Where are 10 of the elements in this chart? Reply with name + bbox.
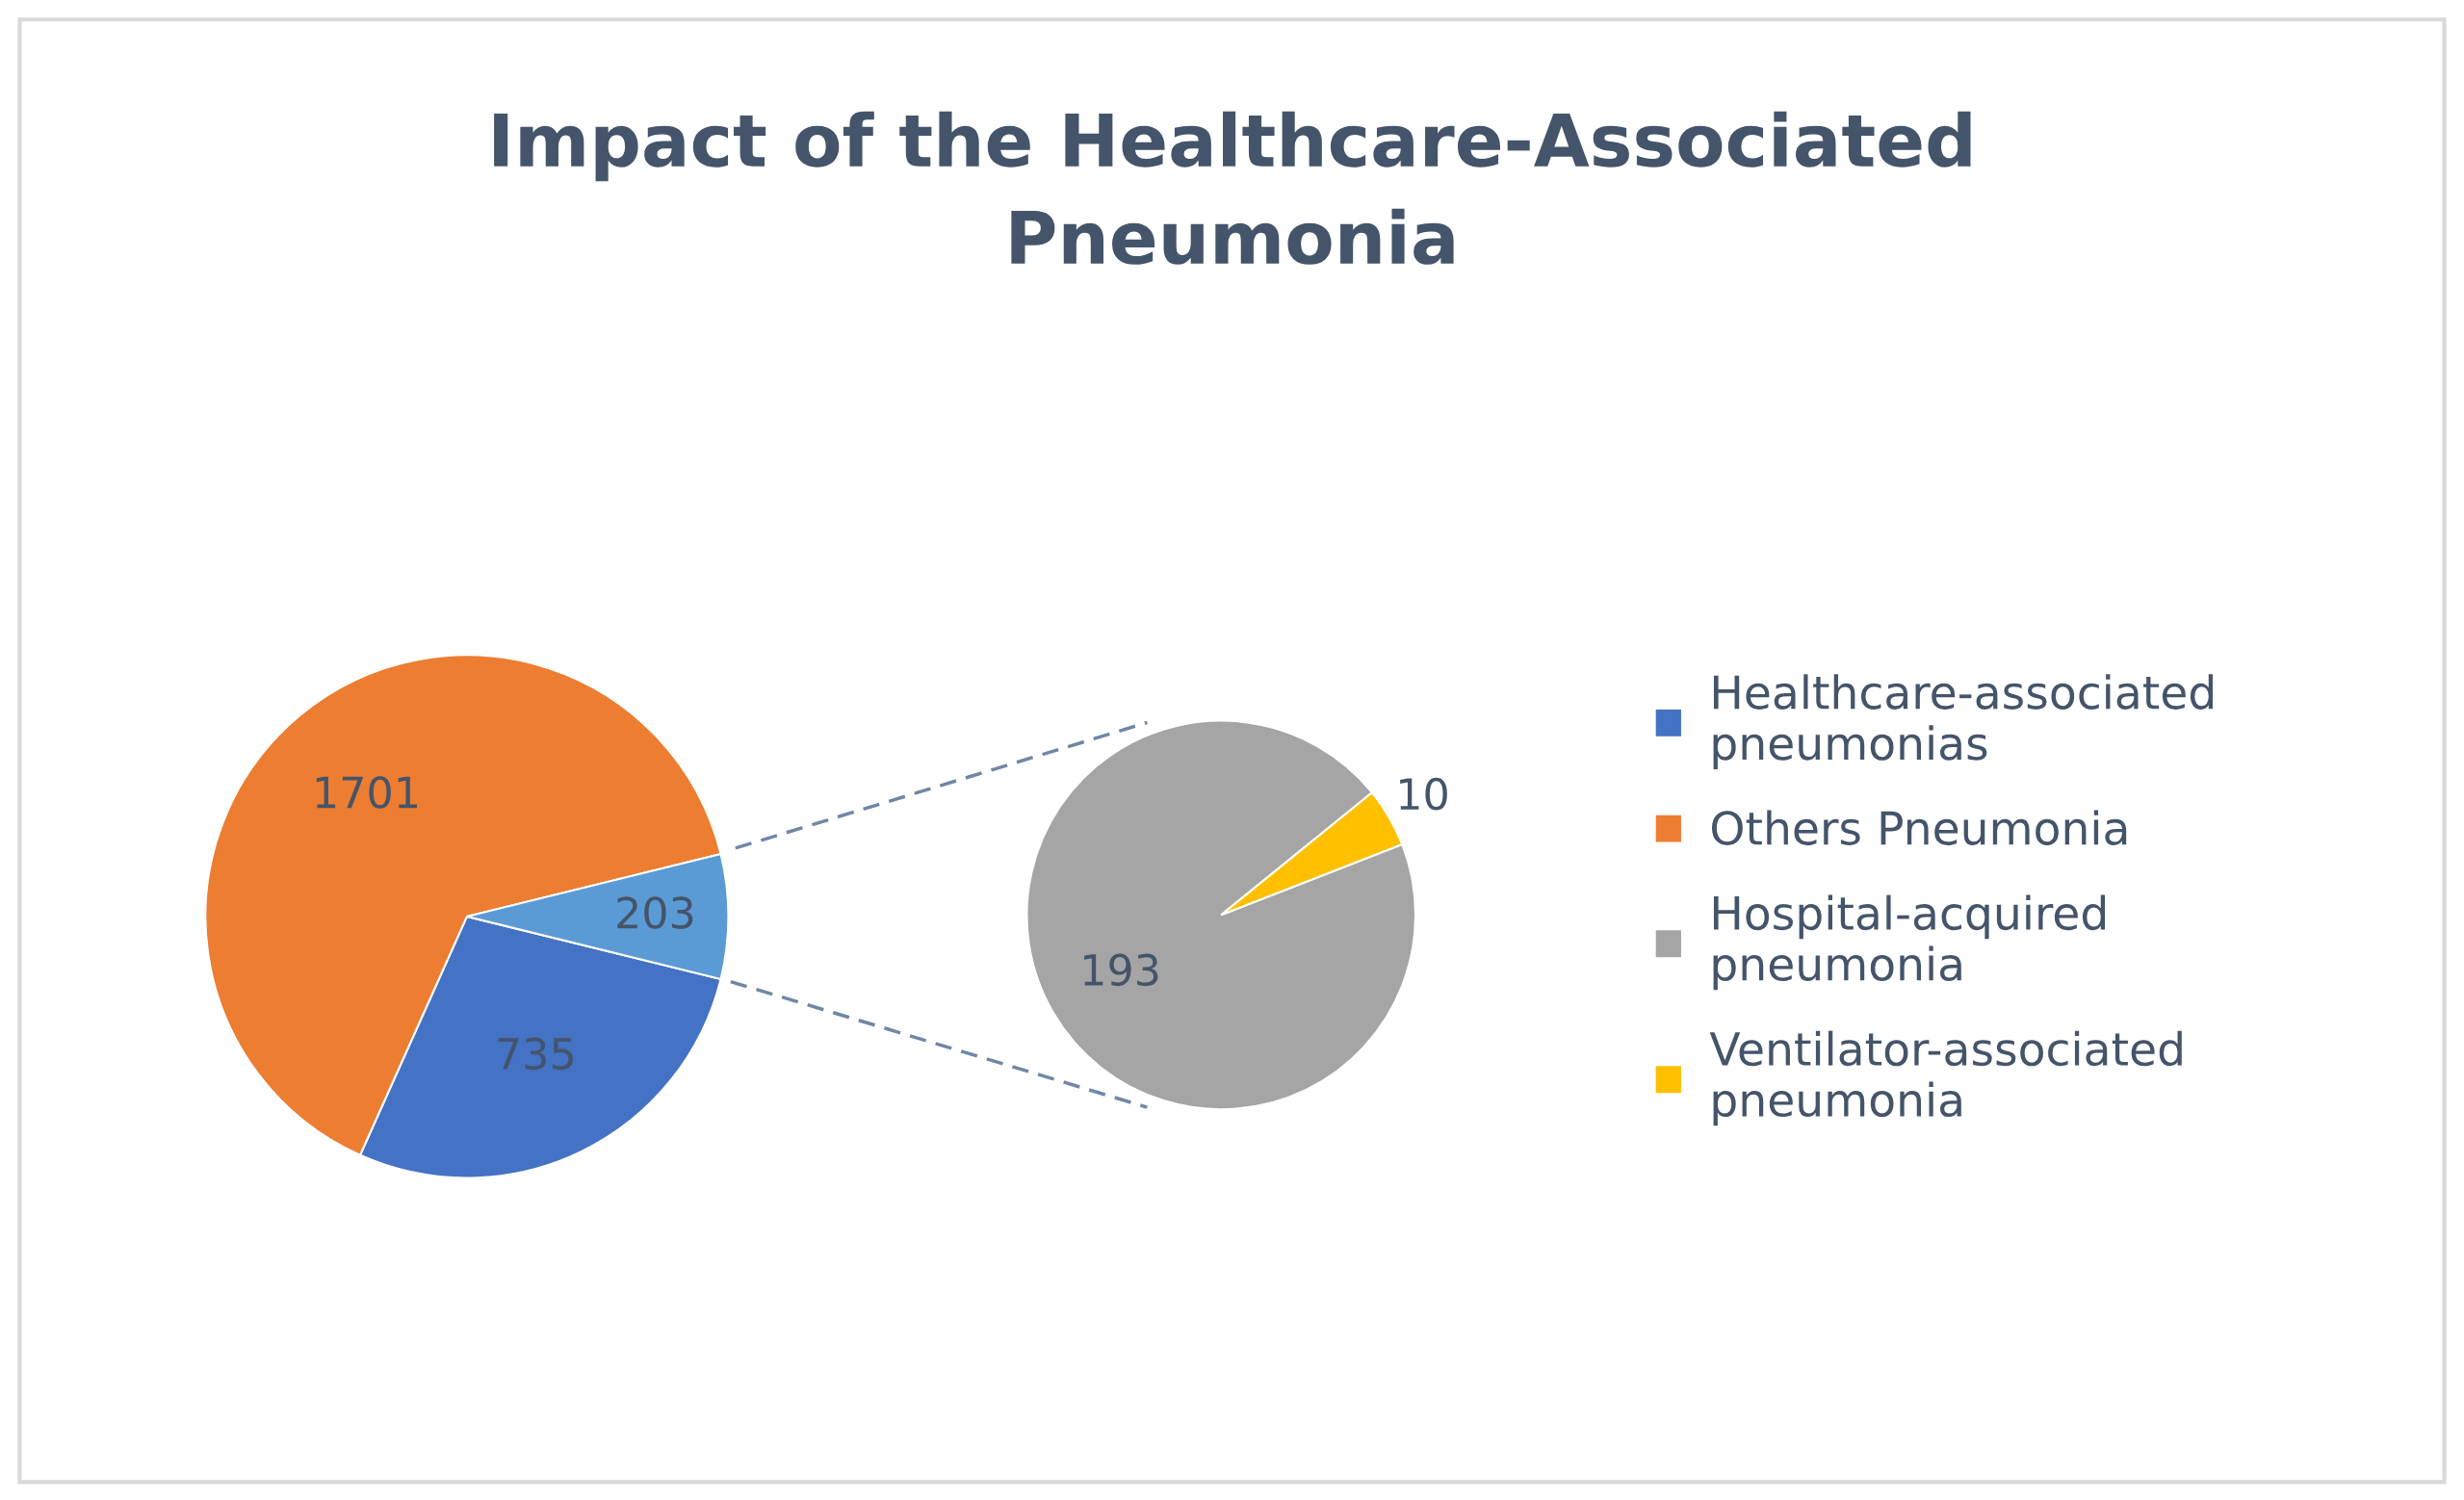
chart-title: Impact of the Healthcare-Associated Pneumonia [494, 111, 1971, 265]
legend-label: Ventilator-associated pneumonia [1709, 1030, 2182, 1126]
data-label: 193 [1084, 953, 1158, 987]
legend-label: Healthcare-associated pneumonias [1713, 674, 2214, 769]
data-label: 203 [617, 896, 693, 929]
legend-label: Hospital-acquired pneumonia [1713, 894, 2106, 991]
data-label: 735 [498, 1037, 573, 1071]
data-label: 1701 [316, 776, 417, 809]
data-label: 10 [1400, 777, 1447, 811]
legend-label: Others Pneumonia [1711, 810, 2127, 845]
